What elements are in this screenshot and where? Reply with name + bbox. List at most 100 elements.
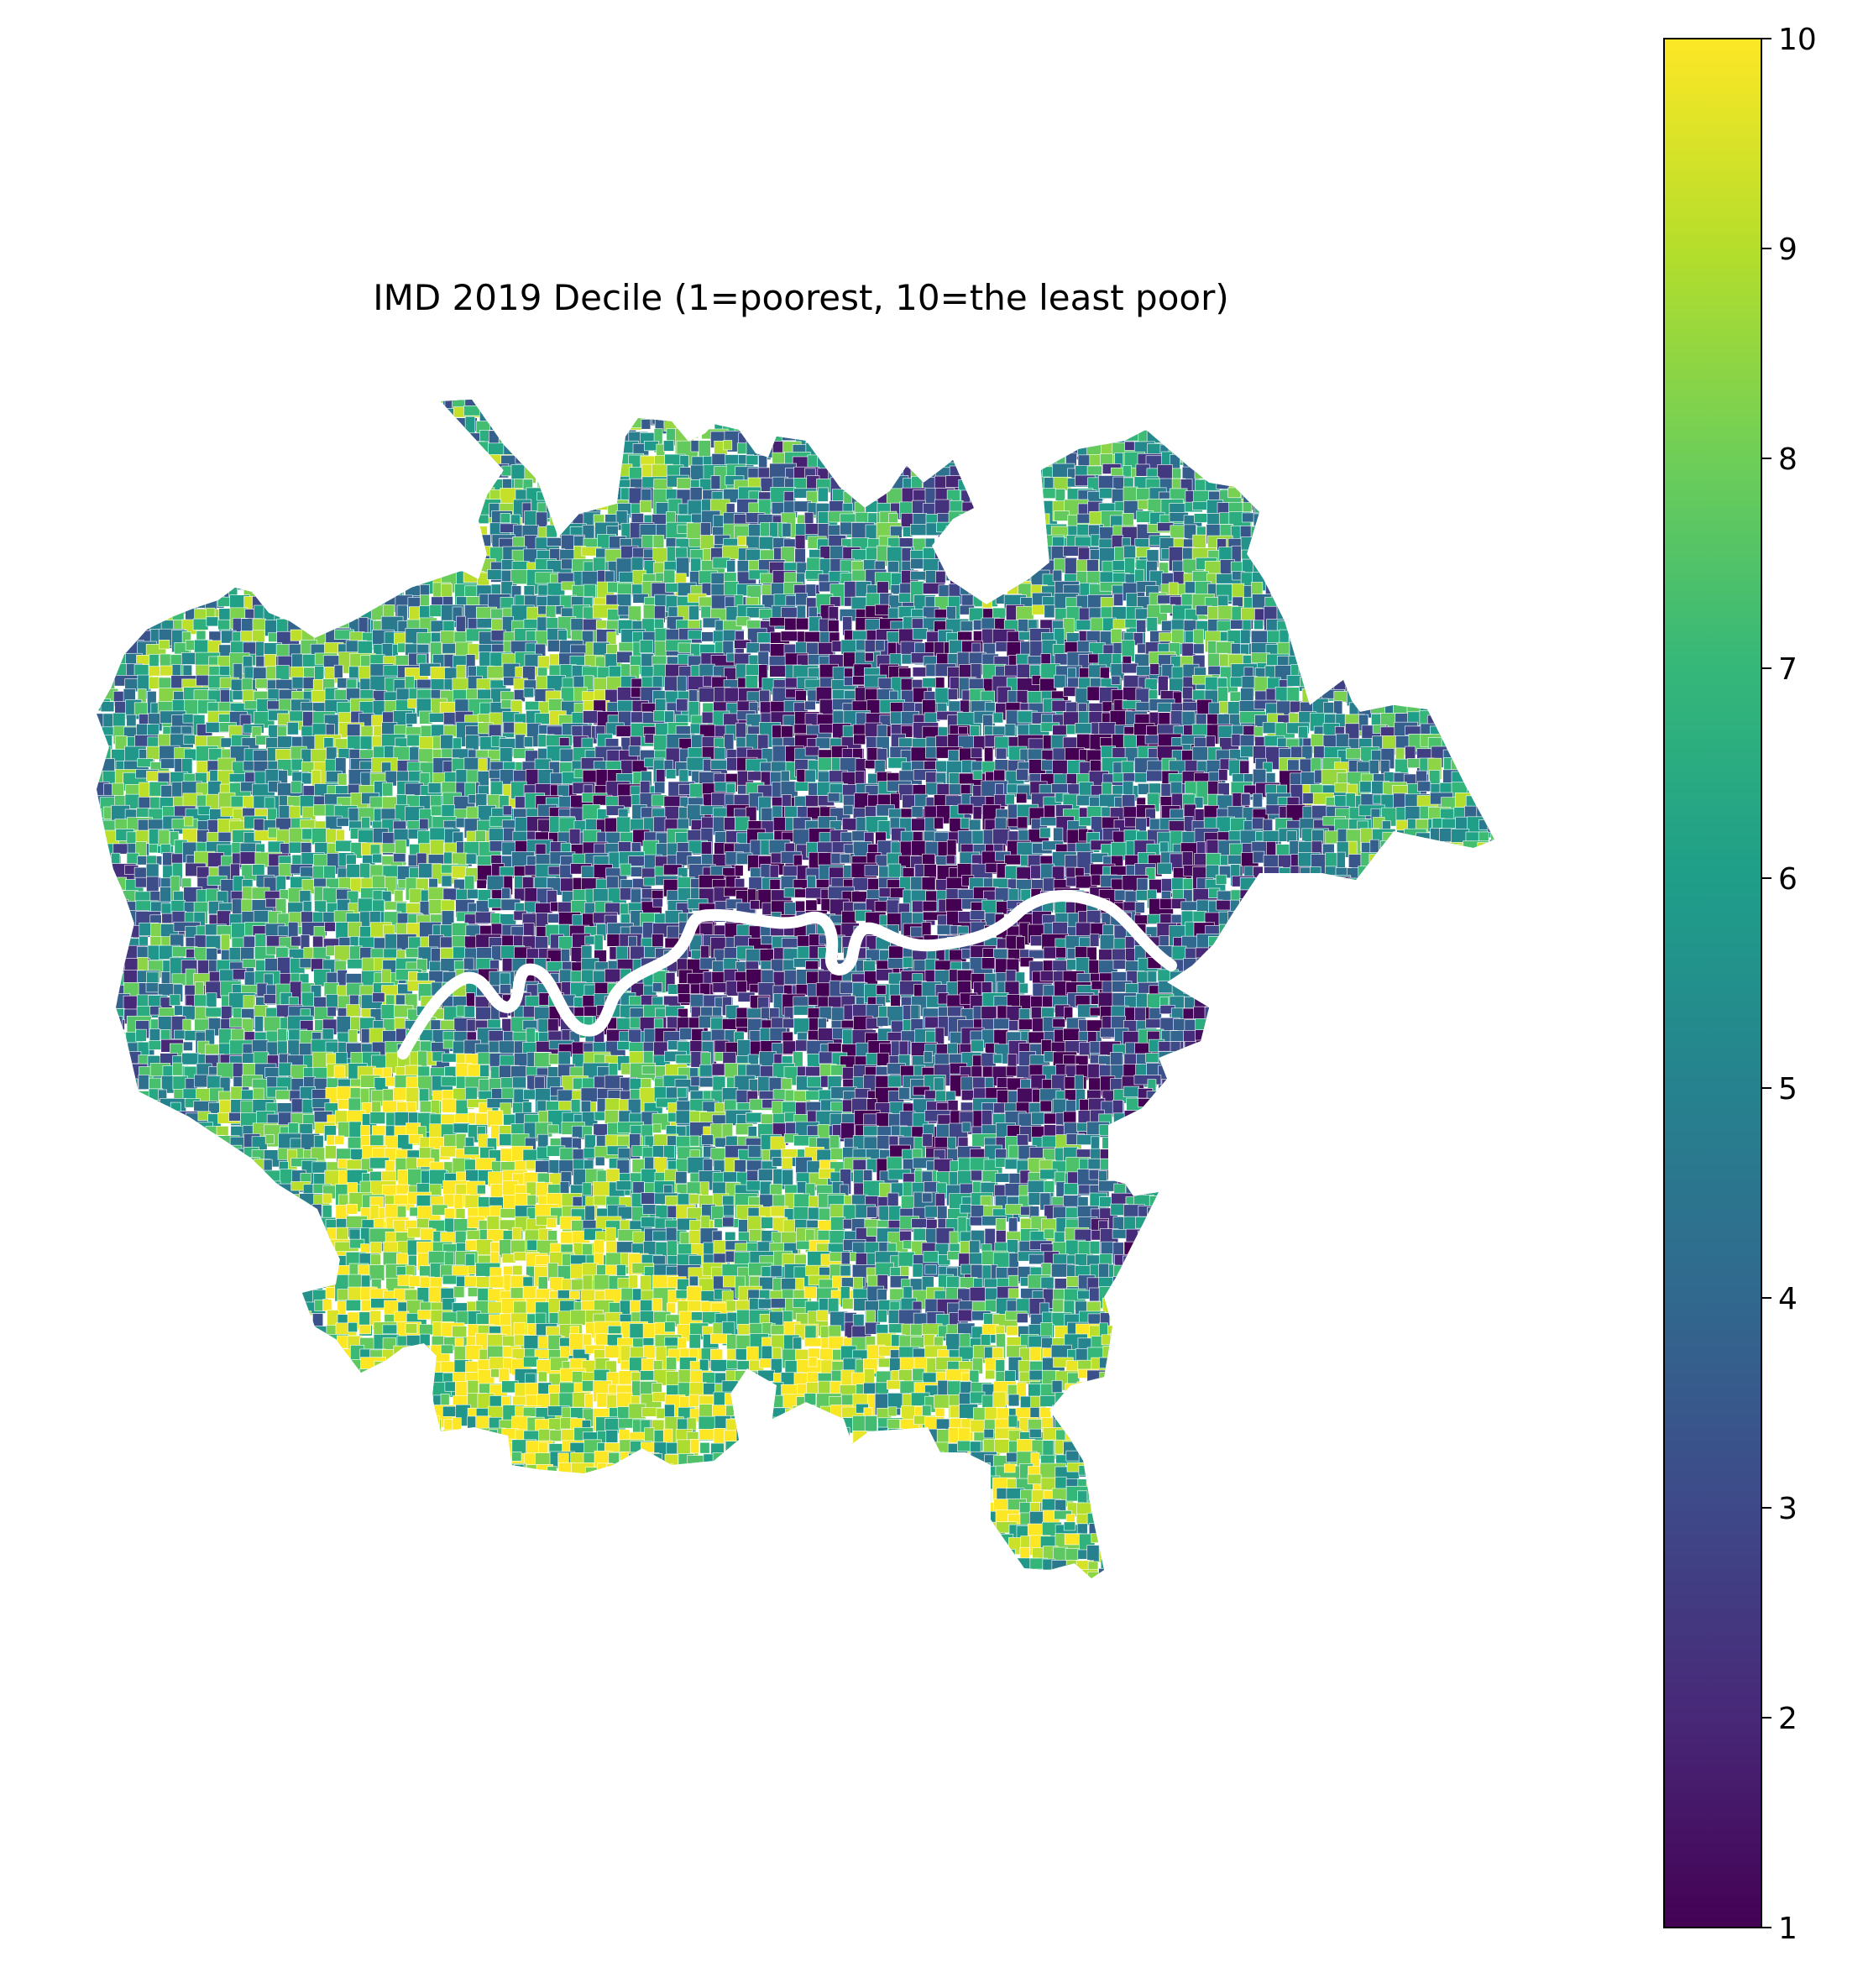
lsoa-area [382, 523, 406, 538]
lsoa-area [138, 573, 156, 594]
lsoa-area [984, 400, 1007, 419]
lsoa-area [454, 500, 478, 512]
lsoa-area [1405, 855, 1429, 870]
lsoa-area [1086, 559, 1099, 573]
lsoa-area [1430, 442, 1450, 463]
lsoa-area [1123, 400, 1135, 408]
lsoa-area [1265, 417, 1279, 443]
lsoa-area [609, 478, 620, 497]
lsoa-area [844, 440, 864, 461]
lsoa-area [113, 515, 140, 527]
lsoa-area [1453, 630, 1480, 644]
lsoa-area [957, 454, 984, 470]
lsoa-area [1004, 854, 1023, 866]
lsoa-area [209, 503, 223, 531]
lsoa-area [1170, 400, 1197, 418]
lsoa-area [242, 400, 264, 410]
lsoa-area [158, 443, 175, 461]
lsoa-area [1373, 432, 1386, 442]
lsoa-area [1348, 607, 1368, 617]
lsoa-area [112, 463, 124, 474]
lsoa-area [735, 736, 746, 748]
lsoa-area [429, 400, 438, 410]
lsoa-area [97, 476, 109, 498]
lsoa-area [97, 844, 111, 855]
lsoa-area [421, 526, 447, 537]
lsoa-area [1475, 734, 1494, 749]
lsoa-area [1324, 400, 1342, 415]
lsoa-area [667, 385, 693, 395]
lsoa-area [639, 500, 652, 513]
lsoa-area [183, 416, 197, 442]
lsoa-area [1463, 408, 1478, 417]
lsoa-area [596, 400, 610, 405]
lsoa-area [1243, 405, 1269, 416]
lsoa-area [502, 805, 512, 816]
lsoa-area [1360, 453, 1384, 467]
lsoa-area [1314, 500, 1337, 519]
lsoa-area [1372, 407, 1394, 431]
lsoa-area [1299, 656, 1311, 666]
lsoa-area [1206, 852, 1222, 867]
lsoa-area [1452, 479, 1478, 490]
lsoa-area [782, 794, 792, 808]
lsoa-area [1311, 583, 1332, 604]
lsoa-area [233, 441, 248, 467]
lsoa-area [1017, 400, 1040, 413]
lsoa-area [1039, 439, 1056, 454]
lsoa-area [1007, 400, 1033, 417]
lsoa-area [430, 452, 456, 463]
lsoa-area [264, 557, 277, 575]
lsoa-area [723, 440, 733, 451]
lsoa-area [315, 512, 340, 540]
lsoa-area [1487, 816, 1494, 833]
lsoa-area [170, 562, 195, 588]
lsoa-area [1334, 417, 1356, 442]
lsoa-area [310, 605, 327, 630]
lsoa-area [1392, 442, 1416, 464]
lsoa-area [1349, 618, 1371, 639]
lsoa-area [1180, 431, 1208, 448]
lsoa-area [664, 710, 675, 723]
lsoa-area [454, 537, 474, 561]
lsoa-area [196, 510, 207, 522]
lsoa-area [1489, 400, 1494, 416]
lsoa-area [431, 511, 445, 533]
lsoa-area [1476, 652, 1494, 667]
lsoa-area [1334, 644, 1359, 662]
lsoa-area [1463, 854, 1486, 871]
lsoa-area [1415, 400, 1433, 413]
lsoa-area [217, 561, 238, 578]
lsoa-area [1159, 428, 1171, 438]
lsoa-area [126, 455, 138, 479]
lsoa-area [1146, 430, 1167, 443]
lsoa-area [1015, 419, 1039, 432]
lsoa-area [1357, 677, 1384, 697]
lsoa-area [148, 523, 165, 533]
lsoa-area [815, 687, 832, 702]
lsoa-area [337, 432, 354, 460]
lsoa-area [1463, 607, 1488, 620]
lsoa-area [97, 524, 101, 540]
lsoa-area [1475, 477, 1494, 500]
lsoa-area [1345, 594, 1356, 616]
lsoa-area [218, 432, 246, 452]
lsoa-area [243, 510, 256, 533]
lsoa-area [1489, 769, 1494, 786]
lsoa-area [303, 500, 316, 524]
lsoa-area [254, 501, 267, 521]
lsoa-area [392, 400, 420, 407]
lsoa-area [97, 619, 99, 639]
lsoa-area [961, 400, 983, 424]
lsoa-area [451, 866, 467, 879]
lsoa-area [1146, 617, 1158, 632]
lsoa-area [428, 477, 454, 500]
lsoa-area [372, 400, 389, 416]
lsoa-area [1322, 453, 1348, 482]
lsoa-area [336, 417, 355, 429]
lsoa-area [173, 524, 194, 540]
lsoa-area [326, 582, 351, 593]
lsoa-area [935, 400, 947, 408]
lsoa-area [1195, 405, 1217, 430]
lsoa-area [1349, 486, 1374, 510]
